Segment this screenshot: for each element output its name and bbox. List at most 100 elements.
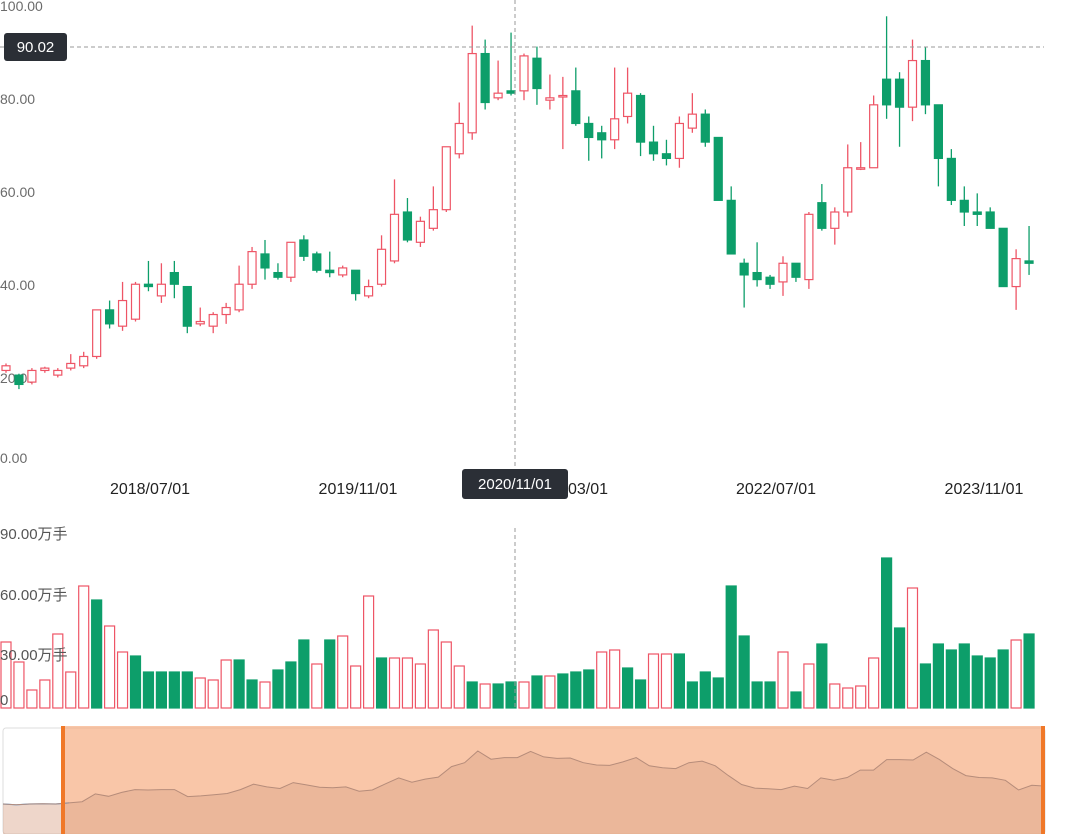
candle-body xyxy=(221,306,231,316)
candle[interactable] xyxy=(66,354,76,371)
candle[interactable] xyxy=(519,53,529,101)
candle[interactable] xyxy=(143,260,154,292)
candle[interactable] xyxy=(597,125,607,159)
candle[interactable] xyxy=(765,274,775,289)
candle[interactable] xyxy=(14,373,24,390)
overview-brush[interactable] xyxy=(2,726,1046,834)
candle[interactable] xyxy=(480,39,490,110)
candle[interactable] xyxy=(454,102,464,159)
candle[interactable] xyxy=(907,39,918,122)
candle[interactable] xyxy=(972,193,982,226)
candle[interactable] xyxy=(1011,249,1021,310)
candle[interactable] xyxy=(959,186,969,226)
candle[interactable] xyxy=(273,263,283,280)
candle[interactable] xyxy=(208,312,218,334)
candle[interactable] xyxy=(92,309,102,359)
candle[interactable] xyxy=(648,125,659,161)
candle[interactable] xyxy=(998,227,1008,288)
candle[interactable] xyxy=(299,235,309,261)
brush-selection[interactable] xyxy=(63,726,1043,834)
candle[interactable] xyxy=(804,212,814,289)
candle[interactable] xyxy=(493,60,503,101)
candle[interactable] xyxy=(338,265,348,278)
candle[interactable] xyxy=(117,281,128,331)
candle[interactable] xyxy=(169,260,179,299)
candle[interactable] xyxy=(415,216,425,247)
volume-bar xyxy=(116,651,129,709)
candle[interactable] xyxy=(234,265,244,313)
candle[interactable] xyxy=(376,235,387,287)
candle[interactable] xyxy=(830,207,840,245)
candle-body xyxy=(869,104,879,169)
crosshair-date-tag xyxy=(462,469,568,499)
candle[interactable] xyxy=(79,351,89,369)
candle[interactable] xyxy=(726,186,736,255)
candle[interactable] xyxy=(27,368,37,385)
candle[interactable] xyxy=(817,184,827,231)
candle[interactable] xyxy=(156,263,166,303)
candle[interactable] xyxy=(869,95,879,169)
candle[interactable] xyxy=(1,363,11,373)
candle[interactable] xyxy=(441,146,451,213)
candle[interactable] xyxy=(532,46,542,105)
candle[interactable] xyxy=(40,366,50,373)
candle[interactable] xyxy=(130,281,141,322)
candle[interactable] xyxy=(389,179,400,264)
candle[interactable] xyxy=(687,93,697,133)
candle[interactable] xyxy=(325,251,335,278)
candle[interactable] xyxy=(713,136,723,201)
candle[interactable] xyxy=(402,198,413,243)
candle[interactable] xyxy=(661,139,672,166)
candle[interactable] xyxy=(53,368,63,378)
candle[interactable] xyxy=(791,262,801,282)
candle[interactable] xyxy=(778,256,788,296)
candle[interactable] xyxy=(506,32,516,96)
candle[interactable] xyxy=(195,307,205,327)
candle[interactable] xyxy=(635,93,646,157)
candle[interactable] xyxy=(752,242,762,287)
candle[interactable] xyxy=(428,186,438,231)
candle[interactable] xyxy=(674,116,685,168)
candle[interactable] xyxy=(881,16,892,119)
candle[interactable] xyxy=(843,144,853,217)
volume-series[interactable] xyxy=(0,557,1035,709)
candle[interactable] xyxy=(182,285,192,334)
candle-body xyxy=(597,132,607,141)
brush-left-handle[interactable] xyxy=(61,726,65,834)
candle-body xyxy=(506,90,516,94)
candle[interactable] xyxy=(104,300,115,329)
brush-right-handle[interactable] xyxy=(1041,726,1045,834)
candle[interactable] xyxy=(1024,225,1034,275)
candle-body xyxy=(791,262,801,278)
candle[interactable] xyxy=(558,76,568,150)
candle[interactable] xyxy=(286,241,296,282)
candle[interactable] xyxy=(312,251,322,273)
candle[interactable] xyxy=(622,67,633,124)
candle[interactable] xyxy=(364,279,374,299)
candle[interactable] xyxy=(933,104,944,187)
candle[interactable] xyxy=(946,149,956,206)
volume-tick-label: 90.00万手 xyxy=(0,526,68,543)
candle[interactable] xyxy=(545,74,555,110)
candle[interactable] xyxy=(894,72,905,147)
date-tick-label: 2019/11/01 xyxy=(319,481,398,498)
candle[interactable] xyxy=(260,239,270,280)
candle[interactable] xyxy=(856,142,866,171)
candle[interactable] xyxy=(247,246,257,289)
candle[interactable] xyxy=(467,25,477,140)
candle[interactable] xyxy=(221,302,231,324)
candle[interactable] xyxy=(351,269,361,301)
candlestick-series[interactable] xyxy=(1,16,1034,390)
volume-bar xyxy=(414,663,426,709)
candle[interactable] xyxy=(571,67,581,126)
candle[interactable] xyxy=(920,46,931,115)
candle[interactable] xyxy=(739,258,749,308)
candle-body xyxy=(273,271,283,278)
candle[interactable] xyxy=(985,207,995,229)
candle[interactable] xyxy=(584,116,594,161)
volume-bar xyxy=(479,683,491,709)
candle-body xyxy=(558,94,568,98)
candle[interactable] xyxy=(610,67,620,150)
candle[interactable] xyxy=(700,109,710,147)
